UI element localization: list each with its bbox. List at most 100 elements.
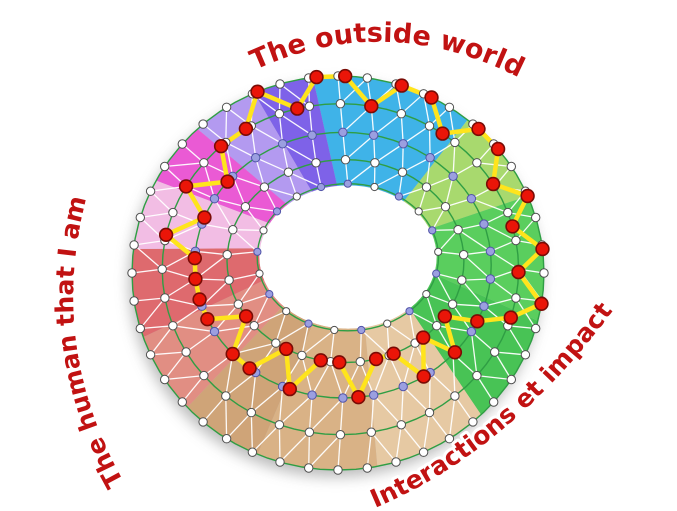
- node: [311, 158, 321, 168]
- node: [304, 427, 315, 437]
- node: [434, 247, 443, 256]
- node: [394, 192, 403, 201]
- node: [209, 326, 220, 337]
- red-node: [437, 309, 452, 324]
- node: [459, 250, 469, 260]
- node: [396, 109, 406, 119]
- node: [221, 434, 232, 444]
- node: [160, 293, 170, 303]
- red-node: [471, 121, 486, 137]
- node: [450, 137, 460, 148]
- node: [489, 397, 499, 407]
- node: [355, 357, 365, 367]
- node: [422, 290, 431, 299]
- red-node: [242, 361, 257, 376]
- node: [304, 319, 313, 328]
- node: [224, 275, 234, 285]
- red-node: [250, 84, 265, 99]
- node: [466, 194, 477, 204]
- red-node: [238, 309, 254, 324]
- red-node: [338, 68, 353, 84]
- node: [145, 350, 156, 360]
- node: [283, 167, 294, 177]
- node: [277, 139, 288, 149]
- red-node: [447, 345, 463, 360]
- red-node: [511, 264, 526, 280]
- node: [440, 202, 451, 212]
- red-node: [188, 271, 203, 287]
- red-node: [520, 188, 535, 204]
- node: [405, 307, 414, 316]
- node: [457, 275, 467, 285]
- node: [275, 457, 285, 467]
- node: [531, 212, 541, 223]
- ring-nodes-3: [222, 155, 469, 367]
- node: [127, 268, 137, 278]
- node: [448, 171, 458, 182]
- label-human-that-i-am: The human that I am: [50, 193, 129, 493]
- node: [135, 323, 146, 334]
- node: [177, 139, 188, 149]
- node: [398, 139, 408, 149]
- node: [221, 391, 231, 401]
- node: [357, 325, 366, 335]
- node: [444, 102, 455, 113]
- node: [472, 370, 482, 381]
- node: [424, 121, 435, 131]
- node: [485, 246, 496, 257]
- red-node: [213, 139, 229, 154]
- node: [271, 338, 281, 348]
- sector-1: [403, 119, 528, 229]
- node: [297, 350, 307, 361]
- node: [520, 350, 531, 360]
- node: [304, 101, 315, 111]
- node: [335, 99, 346, 109]
- red-node: [490, 141, 506, 157]
- node: [468, 417, 478, 427]
- node: [370, 182, 379, 192]
- red-node: [220, 174, 235, 189]
- node: [338, 127, 348, 138]
- node: [383, 319, 392, 328]
- node: [198, 417, 208, 427]
- node: [160, 161, 170, 172]
- node: [259, 182, 270, 192]
- node: [418, 447, 429, 457]
- red-node: [351, 390, 366, 405]
- red-node: [282, 381, 297, 397]
- node: [479, 301, 489, 311]
- node: [338, 393, 348, 403]
- node: [335, 430, 346, 440]
- red-node: [503, 310, 518, 325]
- node: [531, 323, 541, 334]
- node: [307, 130, 317, 140]
- node: [414, 207, 423, 216]
- node: [157, 264, 167, 274]
- sector-3: [409, 274, 538, 415]
- node: [539, 268, 549, 278]
- node: [129, 240, 139, 250]
- red-node: [534, 296, 549, 311]
- red-node: [394, 78, 409, 93]
- node: [362, 73, 372, 83]
- node: [330, 325, 339, 335]
- node: [233, 299, 244, 309]
- node: [255, 269, 264, 278]
- node: [511, 293, 521, 303]
- red-node: [197, 210, 212, 225]
- node: [168, 321, 178, 331]
- node: [370, 158, 380, 168]
- node: [240, 202, 251, 212]
- node: [181, 347, 191, 357]
- node: [333, 465, 343, 475]
- node: [259, 226, 268, 235]
- node: [304, 463, 314, 473]
- red-node: [386, 346, 401, 361]
- node: [249, 321, 259, 331]
- node: [506, 374, 516, 385]
- red-node: [424, 90, 439, 105]
- node: [168, 207, 178, 218]
- node: [221, 102, 232, 113]
